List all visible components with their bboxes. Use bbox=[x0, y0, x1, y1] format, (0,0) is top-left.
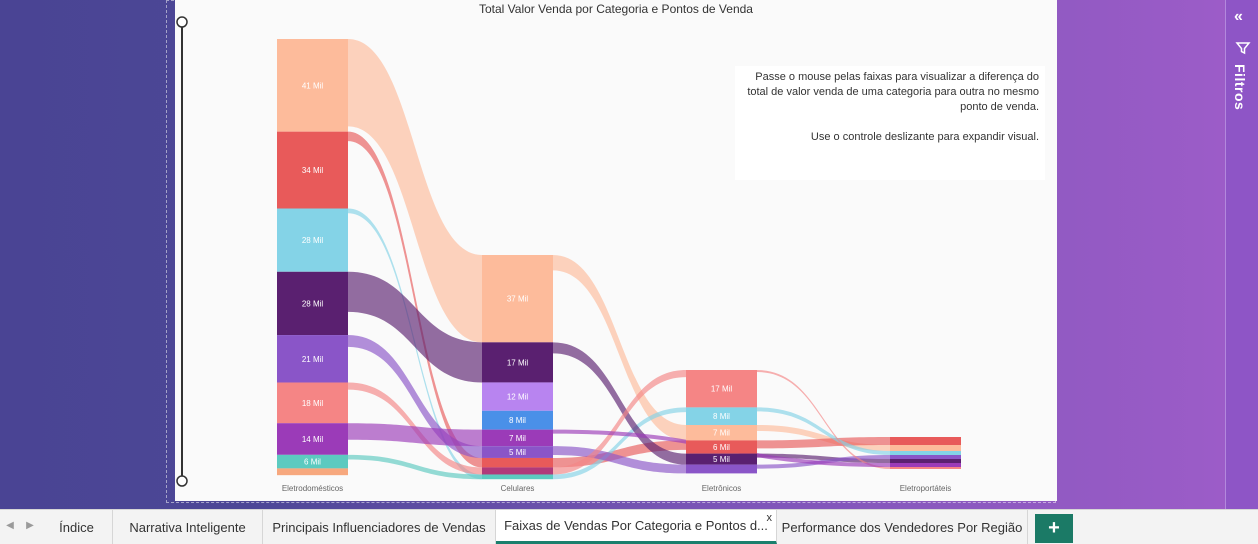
tab-label: Índice bbox=[59, 519, 94, 535]
sankey-flow[interactable] bbox=[348, 423, 482, 447]
node-value-label: 5 Mil bbox=[713, 455, 730, 464]
node-value-label: 14 Mil bbox=[302, 435, 324, 444]
sankey-node[interactable] bbox=[890, 459, 961, 463]
node-value-label: 8 Mil bbox=[509, 416, 526, 425]
node-value-label: 8 Mil bbox=[713, 412, 730, 421]
sankey-flow[interactable] bbox=[553, 407, 686, 480]
report-page: Total Valor Venda por Categoria e Pontos… bbox=[175, 0, 1057, 501]
sankey-node[interactable] bbox=[482, 382, 553, 411]
tab-faixas-de-vendas[interactable]: Faixas de Vendas Por Categoria e Pontos … bbox=[496, 510, 777, 544]
sankey-node[interactable] bbox=[482, 342, 553, 383]
prev-page-icon[interactable]: ◀ bbox=[6, 520, 14, 531]
sankey-node[interactable] bbox=[482, 457, 553, 468]
next-page-icon[interactable]: ▶ bbox=[26, 520, 34, 531]
node-value-label: 5 Mil bbox=[509, 448, 526, 457]
node-value-label: 34 Mil bbox=[302, 166, 324, 175]
flows bbox=[348, 39, 890, 480]
node-value-label: 28 Mil bbox=[302, 299, 324, 308]
filters-pane[interactable]: « Filtros bbox=[1225, 0, 1258, 509]
slider-handle-bottom bbox=[176, 475, 188, 487]
node-value-label: 37 Mil bbox=[507, 295, 529, 304]
sankey-node[interactable] bbox=[277, 131, 348, 209]
node-value-label: 28 Mil bbox=[302, 236, 324, 245]
stage-label: Eletrodomésticos bbox=[282, 484, 343, 493]
sankey-node[interactable] bbox=[277, 423, 348, 455]
sankey-flow[interactable] bbox=[553, 370, 686, 475]
sankey-node[interactable] bbox=[890, 455, 961, 459]
sankey-chart[interactable]: 41 Mil 34 Mil 28 Mil 28 Mil 21 Mil 18 Mil 14 M… bbox=[175, 0, 1057, 501]
tab-label: Principais Influenciadores de Vendas bbox=[272, 519, 486, 535]
page-tab-bar: ◀ ▶ Índice Narrativa Inteligente Princip… bbox=[0, 509, 1258, 544]
sankey-node[interactable] bbox=[890, 445, 961, 451]
node-value-label: 41 Mil bbox=[302, 81, 324, 90]
node-value-label: 17 Mil bbox=[507, 358, 529, 367]
tab-label: Faixas de Vendas Por Categoria e Pontos … bbox=[504, 518, 768, 533]
sankey-flow[interactable] bbox=[553, 342, 686, 465]
double-chevron-left-icon[interactable]: « bbox=[1234, 8, 1243, 25]
sankey-node[interactable] bbox=[277, 39, 348, 132]
add-page-button[interactable]: + bbox=[1035, 514, 1073, 543]
sankey-node[interactable] bbox=[686, 425, 757, 441]
tab-performance-vendedores[interactable]: Performance dos Vendedores Por Região bbox=[777, 510, 1028, 544]
instruction-text-1: Passe o mouse pelas faixas para visualiz… bbox=[747, 71, 1039, 113]
stage-label: Eletroportáteis bbox=[900, 484, 952, 493]
sankey-node[interactable] bbox=[686, 453, 757, 465]
tab-label: Performance dos Vendedores Por Região bbox=[781, 519, 1023, 535]
sankey-flow[interactable] bbox=[348, 271, 482, 383]
instruction-text-2: Use o controle deslizante para expandir … bbox=[810, 131, 1039, 143]
sankey-node[interactable] bbox=[277, 468, 348, 476]
sankey-node[interactable] bbox=[277, 271, 348, 336]
sankey-node[interactable] bbox=[482, 467, 553, 475]
sankey-flow[interactable] bbox=[757, 437, 890, 449]
sankey-node[interactable] bbox=[277, 335, 348, 383]
sankey-flow[interactable] bbox=[348, 335, 482, 458]
node-value-label: 12 Mil bbox=[507, 393, 529, 402]
filters-label[interactable]: Filtros bbox=[1232, 64, 1248, 111]
sankey-node[interactable] bbox=[686, 407, 757, 425]
sankey-flow[interactable] bbox=[757, 370, 890, 469]
sankey-node[interactable] bbox=[277, 382, 348, 424]
sankey-flow[interactable] bbox=[348, 39, 482, 343]
sankey-node[interactable] bbox=[482, 429, 553, 447]
sankey-node[interactable] bbox=[890, 437, 961, 445]
sankey-node[interactable] bbox=[686, 440, 757, 454]
node-value-label: 18 Mil bbox=[302, 399, 324, 408]
chart-title: Total Valor Venda por Categoria e Pontos… bbox=[479, 2, 753, 16]
range-slider[interactable] bbox=[176, 16, 188, 487]
sankey-flow[interactable] bbox=[348, 454, 482, 480]
tab-principais-influenciadores[interactable]: Principais Influenciadores de Vendas bbox=[263, 510, 496, 544]
tab-narrativa-inteligente[interactable]: Narrativa Inteligente bbox=[113, 510, 263, 544]
sankey-node[interactable] bbox=[482, 474, 553, 480]
sankey-node[interactable] bbox=[890, 463, 961, 467]
sankey-node[interactable] bbox=[482, 255, 553, 343]
sankey-flow[interactable] bbox=[757, 453, 890, 463]
sankey-node[interactable] bbox=[277, 208, 348, 272]
tab-label: Narrativa Inteligente bbox=[129, 519, 246, 535]
stage-label: Eletrônicos bbox=[702, 484, 742, 493]
slider-handle-top bbox=[176, 16, 188, 28]
sankey-flow[interactable] bbox=[348, 131, 482, 468]
instruction-note: Passe o mouse pelas faixas para visualiz… bbox=[735, 66, 1045, 180]
sankey-node[interactable] bbox=[686, 464, 757, 474]
sankey-flow[interactable] bbox=[757, 407, 890, 455]
close-tab-icon[interactable]: x bbox=[766, 512, 773, 524]
node-value-label: 7 Mil bbox=[509, 434, 526, 443]
sankey-node[interactable] bbox=[482, 410, 553, 430]
sankey-node[interactable] bbox=[482, 446, 553, 458]
sankey-node[interactable] bbox=[277, 454, 348, 469]
stage-label: Celulares bbox=[501, 484, 535, 493]
sankey-flow[interactable] bbox=[553, 446, 686, 474]
node-value-label: 21 Mil bbox=[302, 355, 324, 364]
sankey-node[interactable] bbox=[890, 451, 961, 455]
node-value-label: 7 Mil bbox=[713, 429, 730, 438]
node-value-label: 6 Mil bbox=[713, 443, 730, 452]
node-value-label: 6 Mil bbox=[304, 458, 321, 467]
sankey-node[interactable] bbox=[890, 467, 961, 469]
tab-indice[interactable]: Índice bbox=[41, 510, 113, 544]
sankey-flow[interactable] bbox=[553, 255, 686, 441]
funnel-icon bbox=[1235, 42, 1251, 55]
node-value-label: 17 Mil bbox=[711, 385, 733, 394]
sankey-node[interactable] bbox=[686, 370, 757, 408]
